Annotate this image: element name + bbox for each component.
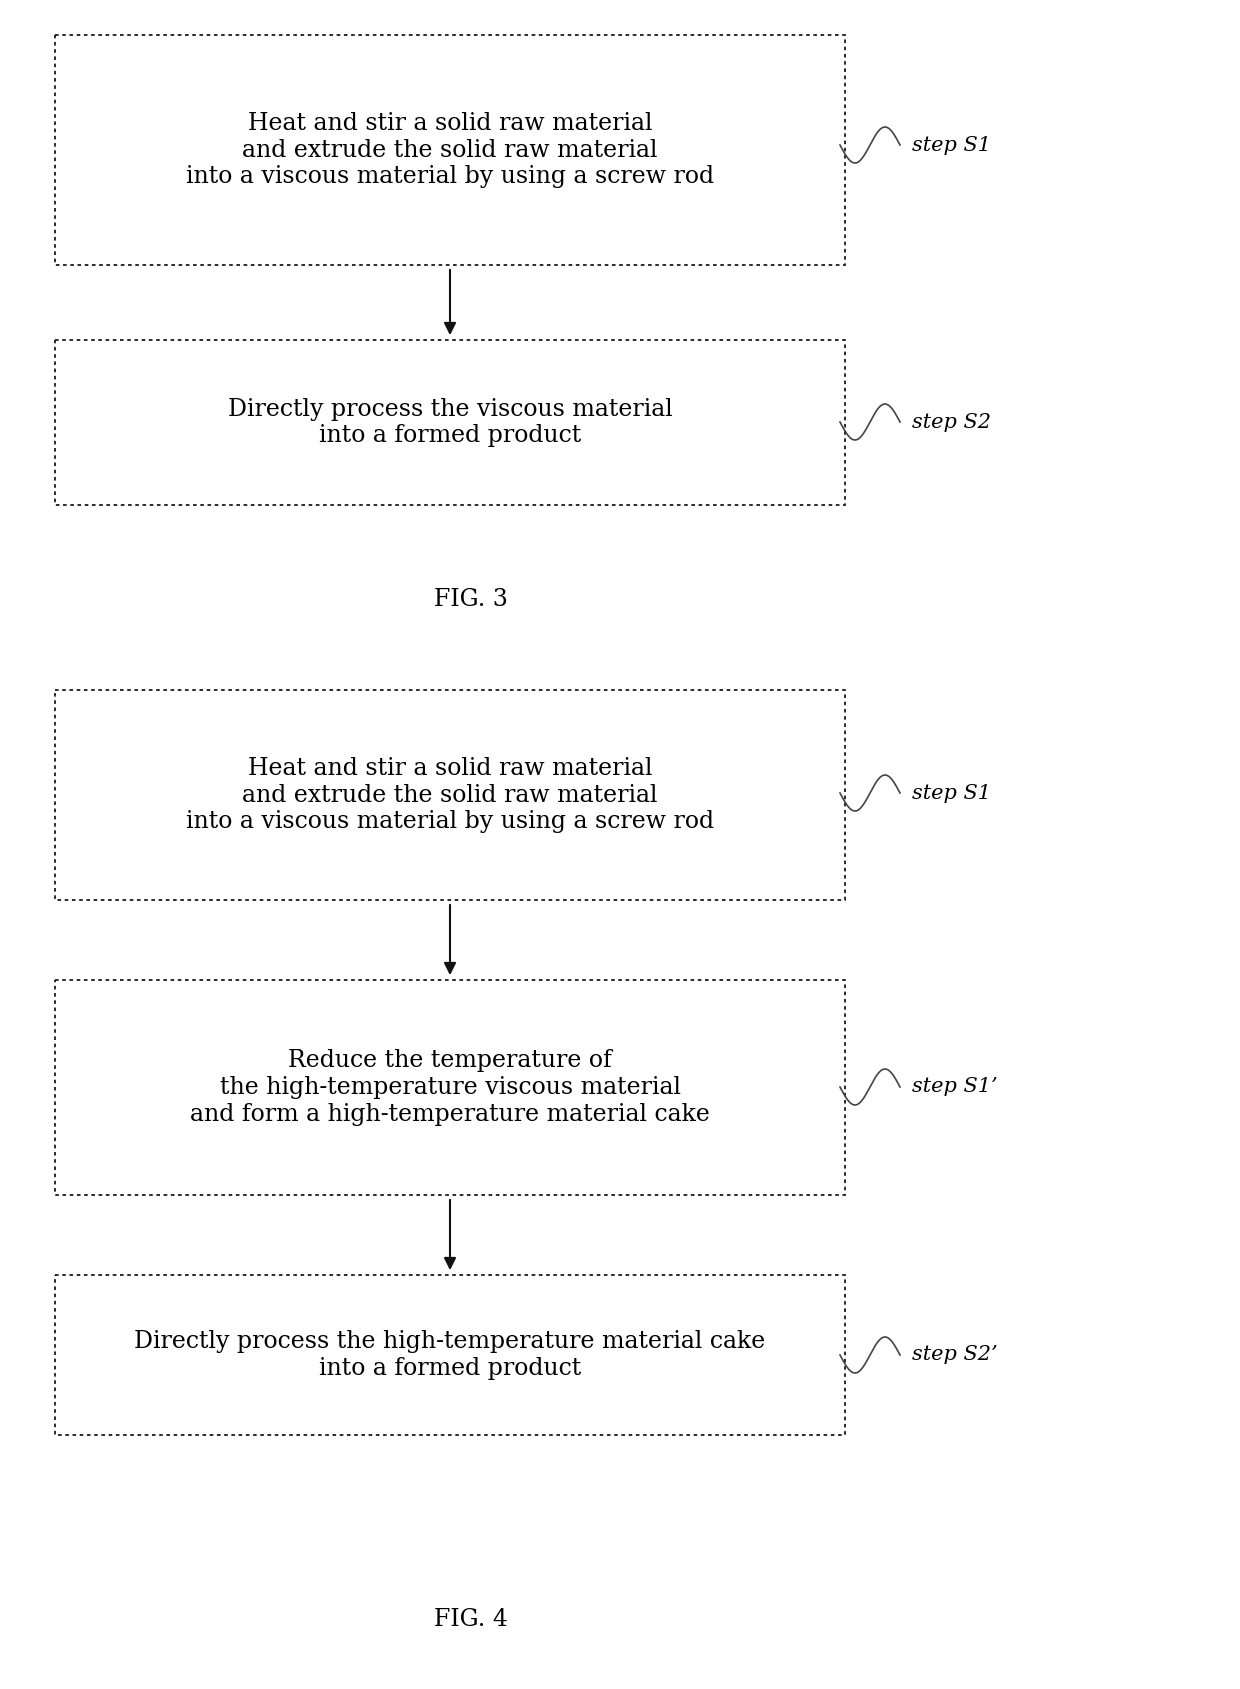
Text: step S1: step S1 xyxy=(911,784,991,802)
Text: step S2’: step S2’ xyxy=(911,1346,998,1365)
Text: Heat and stir a solid raw material
and extrude the solid raw material
into a vis: Heat and stir a solid raw material and e… xyxy=(186,757,714,833)
Bar xyxy=(55,1275,844,1436)
Bar xyxy=(55,691,844,900)
Text: step S2: step S2 xyxy=(911,412,991,431)
Text: Directly process the high-temperature material cake
into a formed product: Directly process the high-temperature ma… xyxy=(134,1331,765,1380)
Text: step S1: step S1 xyxy=(911,135,991,154)
Bar xyxy=(55,339,844,505)
Text: FIG. 3: FIG. 3 xyxy=(434,588,508,611)
Text: FIG. 4: FIG. 4 xyxy=(434,1608,508,1632)
Bar xyxy=(55,980,844,1196)
Bar xyxy=(55,35,844,265)
Text: step S1’: step S1’ xyxy=(911,1078,998,1096)
Text: Reduce the temperature of
the high-temperature viscous material
and form a high-: Reduce the temperature of the high-tempe… xyxy=(190,1049,711,1125)
Text: Directly process the viscous material
into a formed product: Directly process the viscous material in… xyxy=(228,397,672,448)
Text: Heat and stir a solid raw material
and extrude the solid raw material
into a vis: Heat and stir a solid raw material and e… xyxy=(186,111,714,187)
